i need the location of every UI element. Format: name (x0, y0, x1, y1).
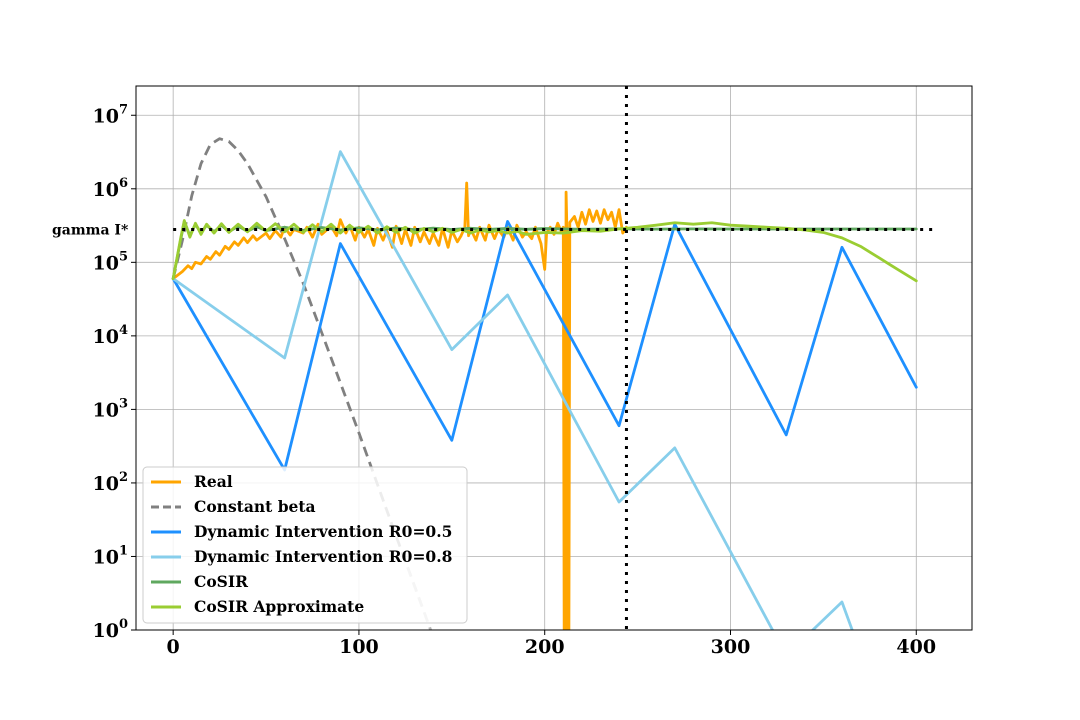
y-tick-exponent: 0 (119, 617, 128, 632)
y-tick-base: 10 (93, 179, 119, 201)
legend-label: Constant beta (194, 497, 316, 516)
legend-label: CoSIR Approximate (194, 597, 364, 616)
y-tick-exponent: 6 (119, 176, 128, 191)
y-tick-label: 106 (93, 176, 129, 201)
series-line-cosir-approximate (171, 219, 918, 283)
y-tick-exponent: 7 (119, 102, 128, 117)
y-tick-label: 107 (93, 102, 129, 127)
gamma-i-star-label: gamma I* (52, 222, 129, 238)
y-tick-exponent: 3 (119, 396, 128, 411)
reference-lines (173, 86, 935, 630)
y-tick-label: 103 (93, 396, 129, 421)
y-tick-base: 10 (93, 546, 119, 568)
y-tick-exponent: 5 (119, 249, 128, 264)
x-tick-label: 300 (711, 636, 751, 658)
legend: Real Constant beta Dynamic Intervention R0… (142, 466, 468, 624)
annotations: gamma I* (52, 222, 129, 238)
y-tick-base: 10 (93, 326, 119, 348)
y-tick-base: 10 (93, 105, 119, 127)
x-tick-label: 200 (525, 636, 565, 658)
y-tick-base: 10 (93, 252, 119, 274)
plot-frame (135, 85, 973, 631)
legend-label: Dynamic Intervention R0=0.5 (194, 522, 452, 541)
legend-box (142, 466, 468, 624)
y-tick-label: 100 (93, 617, 129, 642)
legend-label: CoSIR (194, 572, 248, 591)
legend-label: Real (194, 472, 233, 491)
y-tick-base: 10 (93, 399, 119, 421)
y-tick-exponent: 1 (119, 543, 128, 558)
x-tick-label: 400 (896, 636, 936, 658)
series-line-real (171, 181, 628, 630)
y-tick-label: 104 (93, 323, 129, 348)
y-tick-label: 101 (93, 543, 129, 568)
series-line-dynamic-intervention-r0-0-5 (171, 220, 918, 472)
y-tick-exponent: 4 (119, 323, 128, 338)
x-tick-label: 0 (167, 636, 180, 658)
y-tick-base: 10 (93, 473, 119, 495)
x-tick-label: 100 (339, 636, 379, 658)
y-tick-exponent: 2 (119, 470, 128, 485)
series-line-dynamic-intervention-r0-0-8 (171, 150, 854, 630)
y-tick-label: 105 (93, 249, 129, 274)
y-tick-base: 10 (93, 620, 119, 642)
x-axis-ticks: 0 100 200 300 400 (167, 630, 936, 658)
legend-label: Dynamic Intervention R0=0.8 (194, 547, 452, 566)
y-tick-label: 102 (93, 470, 129, 495)
